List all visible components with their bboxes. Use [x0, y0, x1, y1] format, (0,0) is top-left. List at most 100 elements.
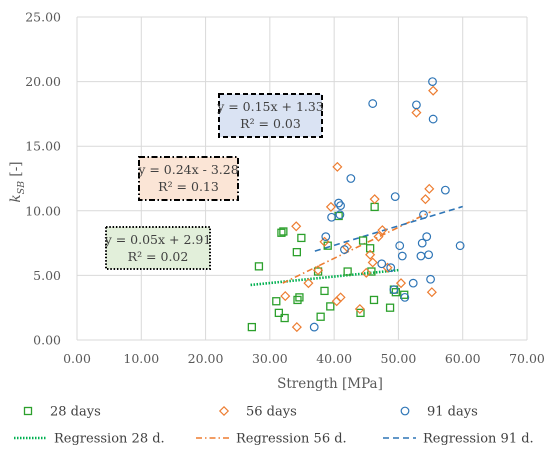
data-point	[313, 265, 324, 276]
legend-marker	[218, 405, 230, 417]
data-point	[373, 231, 384, 242]
data-point	[303, 278, 314, 289]
legend-label: Regression 91 d.	[423, 432, 534, 447]
data-point	[279, 227, 288, 236]
y-tick-label: 5.00	[33, 268, 61, 283]
regression-equation: y = 0.05x + 2.91	[104, 232, 212, 247]
data-point	[335, 210, 345, 220]
data-point	[422, 232, 432, 242]
x-axis-title: Strength [MPa]	[277, 376, 383, 392]
data-point	[247, 322, 257, 332]
x-tick-label: 40.00	[316, 351, 352, 366]
legend: 28 days 56 days 91 days Regression 28 d. Reg…	[14, 405, 534, 447]
regression-equation: y = 0.24x - 3.28	[137, 162, 238, 177]
data-point	[428, 77, 437, 86]
data-point	[291, 322, 302, 333]
x-tick-label: 20.00	[188, 351, 224, 366]
data-point	[419, 210, 428, 220]
data-point	[365, 244, 375, 253]
data-point	[377, 259, 387, 269]
y-axis-title-symbol: k	[8, 194, 24, 202]
x-tick-label: 10.00	[123, 351, 159, 366]
equation-box	[138, 156, 239, 201]
data-point	[428, 114, 438, 124]
regression-lines	[250, 205, 463, 287]
data-point	[293, 295, 302, 305]
data-points	[247, 77, 465, 333]
data-point	[369, 295, 379, 305]
equation-box	[218, 93, 323, 138]
regression-line	[282, 211, 431, 284]
data-point	[412, 100, 421, 110]
data-point	[356, 308, 365, 318]
gridlines	[76, 16, 528, 341]
y-tick-label: 0.00	[33, 333, 61, 348]
data-point	[365, 249, 376, 260]
data-point	[395, 241, 405, 251]
data-point	[400, 292, 410, 302]
data-point	[367, 257, 378, 268]
regression-equation-boxes: y = 0.05x + 2.91 R² = 0.02 y = 0.24x - 3.2…	[104, 93, 324, 270]
data-point	[321, 232, 331, 242]
data-point	[408, 278, 418, 288]
data-point	[358, 236, 368, 245]
data-point	[320, 286, 329, 296]
legend-label: 28 days	[50, 405, 101, 420]
x-tick-label: 60.00	[445, 351, 481, 366]
x-tick-label: 70.00	[509, 351, 545, 366]
data-point	[424, 250, 434, 260]
regression-line	[314, 205, 463, 252]
legend-label: Regression 28 d.	[54, 432, 165, 447]
data-point	[274, 308, 284, 318]
data-point	[327, 212, 336, 222]
data-point	[325, 201, 336, 212]
data-point	[346, 174, 356, 183]
y-tick-label: 20.00	[25, 74, 61, 89]
data-point	[343, 267, 352, 276]
data-point	[361, 267, 372, 278]
data-point	[309, 322, 319, 332]
data-point	[297, 233, 306, 243]
data-point	[390, 192, 400, 201]
data-point	[254, 262, 264, 271]
data-point	[340, 245, 349, 254]
data-point	[395, 278, 407, 289]
data-point	[391, 288, 401, 297]
data-point	[397, 251, 407, 261]
r-squared-label: R² = 0.02	[128, 249, 189, 264]
x-tick-labels: 0.00 10.00 20.00 30.00 40.00 50.00 60.00 70.00	[63, 351, 545, 366]
data-point	[426, 287, 437, 298]
data-point	[277, 228, 286, 237]
data-point	[424, 183, 435, 194]
data-point	[334, 198, 344, 208]
y-tick-label: 10.00	[25, 203, 61, 218]
data-point	[377, 225, 388, 236]
data-point	[295, 293, 304, 302]
regression-equation: y = 0.15x + 1.33	[216, 99, 324, 114]
data-point	[272, 297, 281, 306]
data-point	[280, 313, 289, 323]
y-tick-label: 25.00	[25, 10, 61, 25]
data-point	[370, 202, 379, 212]
data-point	[335, 292, 346, 303]
data-point	[367, 267, 376, 276]
equation-box	[105, 226, 211, 270]
x-tick-label: 50.00	[381, 351, 417, 366]
r-squared-label: R² = 0.03	[240, 116, 301, 131]
y-axis-title: kSB [-]	[8, 161, 27, 202]
legend-label: 91 days	[427, 405, 478, 420]
data-point	[411, 107, 422, 118]
data-point	[417, 238, 427, 248]
legend-marker	[400, 406, 410, 416]
data-point	[416, 251, 426, 261]
data-point	[368, 99, 378, 108]
data-point	[291, 221, 302, 232]
data-point	[280, 291, 291, 302]
y-axis-title-unit: [-]	[8, 161, 24, 180]
regression-line	[250, 268, 399, 287]
data-point	[354, 303, 365, 315]
data-point	[440, 185, 450, 195]
legend-marker	[23, 406, 33, 416]
data-point	[420, 194, 431, 205]
data-point	[426, 274, 435, 284]
